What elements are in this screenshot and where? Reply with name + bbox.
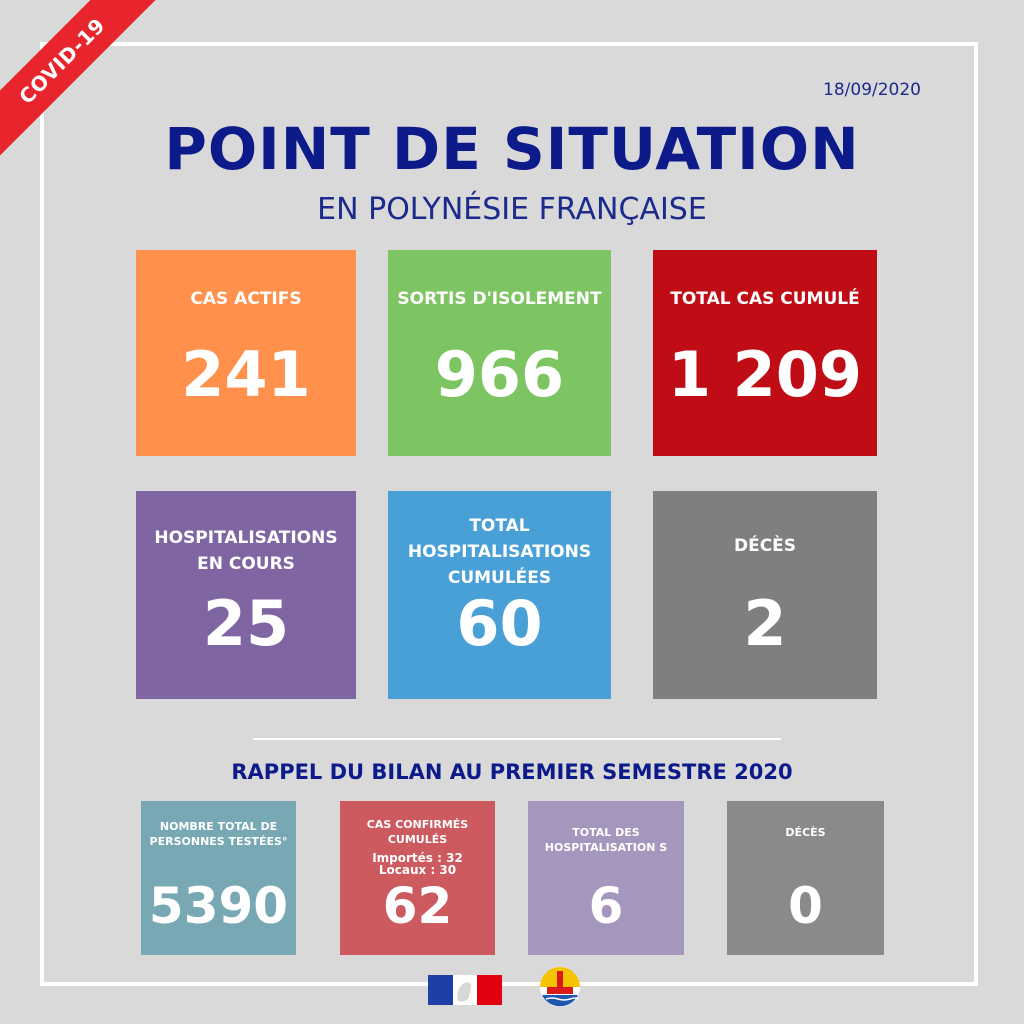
current-hospitalisations-card: HOSPITALISATIONS EN COURS 25 (136, 491, 356, 699)
card-label-line: TOTAL (469, 516, 530, 536)
card-value: 62 (382, 877, 453, 935)
card-label: CAS ACTIFS (190, 289, 302, 309)
card-label-line: HOSPITALISATION S (544, 841, 668, 854)
card-value: 1 209 (667, 338, 863, 411)
imported-cases-detail: Importés : 32 (372, 851, 463, 865)
card-label: TOTAL CAS CUMULÉ (670, 289, 860, 309)
card-value: 966 (434, 338, 565, 411)
card-value: 0 (788, 877, 823, 935)
polynesie-francaise-emblem-icon (540, 967, 580, 1007)
isolation-exits-card: SORTIS D'ISOLEMENT 966 (388, 250, 611, 456)
card-label-line: TOTAL DES (572, 826, 640, 839)
card-value: 60 (456, 587, 543, 660)
card-label: NOMBRE TOTAL DE PERSONNES TESTÉES° (141, 819, 296, 849)
card-value: 2 (743, 587, 787, 660)
card-value: 241 (181, 338, 311, 411)
card-value: 6 (588, 877, 624, 935)
card-label-line: EN COURS (197, 554, 295, 574)
white-frame (40, 42, 978, 986)
section-divider (253, 738, 781, 740)
card-label-line: HOSPITALISATIONS (154, 528, 338, 548)
cumulative-hospitalisations-card: TOTAL HOSPITALISATIONS CUMULÉES 60 (388, 491, 611, 699)
page-title: POINT DE SITUATION (164, 115, 860, 183)
card-value: 25 (202, 587, 290, 660)
card-label-line: CUMULÉES (447, 568, 552, 588)
card-label: DÉCÈS (785, 826, 826, 839)
report-date: 18/09/2020 (823, 80, 921, 100)
card-label: DÉCÈS (733, 536, 797, 556)
card-label-line: NOMBRE TOTAL DE (159, 820, 278, 833)
card-label-line: PERSONNES TESTÉES° (149, 835, 288, 848)
local-cases-detail: Locaux : 30 (378, 863, 457, 877)
card-value: 5390 (148, 877, 289, 935)
tested-persons-card: NOMBRE TOTAL DE PERSONNES TESTÉES° 5390 (141, 801, 296, 955)
card-label-line: CAS CONFIRMÉS (366, 818, 469, 831)
card-label: CAS CONFIRMÉS CUMULÉS (340, 817, 495, 847)
confirmed-cases-card: CAS CONFIRMÉS CUMULÉS Importés : 32 Loca… (340, 801, 495, 955)
card-label: SORTIS D'ISOLEMENT (397, 289, 602, 309)
card-label-line: CUMULÉS (387, 833, 448, 846)
card-label-line: HOSPITALISATIONS (407, 542, 592, 562)
semester-deaths-card: DÉCÈS 0 (727, 801, 884, 955)
page-subtitle: EN POLYNÉSIE FRANÇAISE (317, 192, 707, 227)
total-hospitalisations-card: TOTAL DES HOSPITALISATION S 6 (528, 801, 684, 955)
card-label: TOTAL DES HOSPITALISATION S (528, 825, 684, 855)
semester-title: RAPPEL DU BILAN AU PREMIER SEMESTRE 2020 (231, 760, 793, 784)
total-cases-card: TOTAL CAS CUMULÉ 1 209 (653, 250, 877, 456)
card-label: TOTAL HOSPITALISATIONS CUMULÉES (388, 513, 611, 591)
active-cases-card: CAS ACTIFS 241 (136, 250, 356, 456)
card-label: HOSPITALISATIONS EN COURS (136, 525, 356, 577)
deaths-card: DÉCÈS 2 (653, 491, 877, 699)
republique-francaise-logo-icon (428, 975, 502, 1005)
